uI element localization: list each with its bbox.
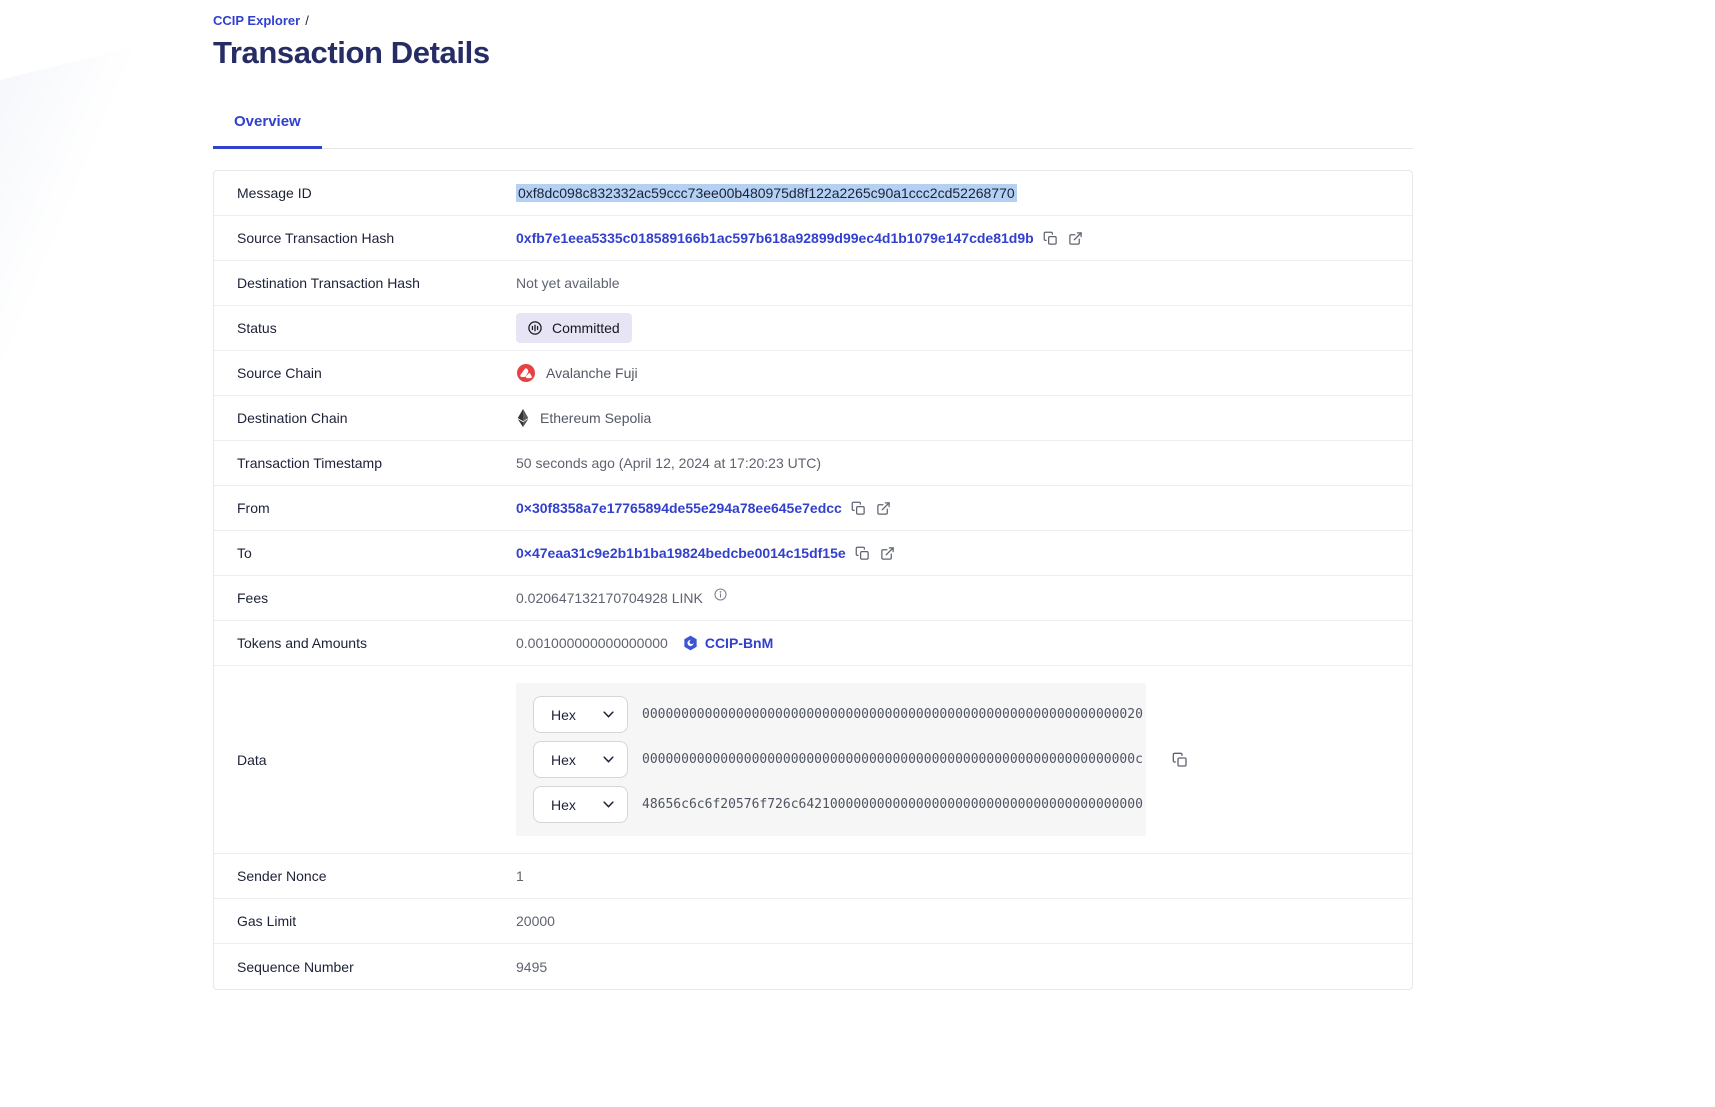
to-address-link[interactable]: 0×47eaa31c9e2b1b1ba19824bedcbe0014c15df1… (516, 545, 846, 561)
tokens-label: Tokens and Amounts (237, 635, 367, 651)
page-title: Transaction Details (213, 35, 490, 70)
tab-bar: Overview (213, 113, 1413, 149)
row-sequence-number: Sequence Number 9495 (214, 944, 1412, 989)
breadcrumb-separator: / (305, 13, 309, 28)
status-badge: Committed (516, 313, 632, 343)
hex-format-value: Hex (551, 751, 576, 768)
hex-format-select[interactable]: Hex (533, 696, 628, 733)
from-label: From (237, 500, 270, 516)
row-tokens-and-amounts: Tokens and Amounts 0.001000000000000000 … (214, 621, 1412, 666)
gas-limit-value: 20000 (516, 913, 555, 929)
committed-status-icon (526, 319, 544, 337)
to-label: To (237, 545, 252, 561)
source-chain-label: Source Chain (237, 365, 322, 381)
row-gas-limit: Gas Limit 20000 (214, 899, 1412, 944)
external-link-icon[interactable] (879, 545, 896, 562)
ethereum-logo-icon (516, 408, 530, 428)
external-link-icon[interactable] (875, 500, 892, 517)
chevron-down-icon (602, 800, 615, 809)
data-label: Data (237, 751, 267, 768)
data-hex-box: Hex 000000000000000000000000000000000000… (516, 683, 1146, 836)
copy-icon[interactable] (1042, 230, 1059, 247)
row-source-chain: Source Chain Avalanche Fuji (214, 351, 1412, 396)
copy-icon[interactable] (1171, 751, 1189, 769)
token-name: CCIP-BnM (704, 635, 774, 651)
row-sender-nonce: Sender Nonce 1 (214, 854, 1412, 899)
row-destination-chain: Destination Chain Ethereum Sepolia (214, 396, 1412, 441)
source-tx-hash-label: Source Transaction Hash (237, 230, 395, 246)
row-source-transaction-hash: Source Transaction Hash 0xfb7e1eea5335c0… (214, 216, 1412, 261)
hex-data-line: 0000000000000000000000000000000000000000… (642, 707, 1143, 722)
transaction-details-card: Message ID 0xf8dc098c832332ac59ccc73ee00… (213, 170, 1413, 990)
source-chain-value: Avalanche Fuji (546, 365, 638, 381)
hex-format-value: Hex (551, 796, 576, 813)
breadcrumb: CCIP Explorer / (213, 13, 1413, 28)
avalanche-logo-icon (516, 363, 536, 383)
hex-data-line: 48656c6c6f20576f726c64210000000000000000… (642, 797, 1143, 812)
dest-chain-value: Ethereum Sepolia (540, 410, 652, 426)
sequence-number-label: Sequence Number (237, 958, 354, 975)
hex-format-select[interactable]: Hex (533, 786, 628, 823)
hex-line: Hex 48656c6c6f20576f726c6421000000000000… (533, 786, 1146, 823)
hex-format-value: Hex (551, 706, 576, 723)
info-icon[interactable] (713, 587, 728, 602)
chevron-down-icon (602, 755, 615, 764)
hex-line: Hex 000000000000000000000000000000000000… (533, 696, 1146, 733)
sender-nonce-label: Sender Nonce (237, 868, 327, 884)
sender-nonce-value: 1 (516, 868, 524, 884)
token-link[interactable]: CCIP-BnM (682, 634, 773, 652)
tab-overview[interactable]: Overview (213, 113, 322, 149)
background-decoration (0, 30, 200, 440)
ccip-bnm-token-icon (682, 634, 699, 652)
hex-line: Hex 000000000000000000000000000000000000… (533, 741, 1146, 778)
row-to: To 0×47eaa31c9e2b1b1ba19824bedcbe0014c15… (214, 531, 1412, 576)
from-address-link[interactable]: 0×30f8358a7e17765894de55e294a78ee645e7ed… (516, 500, 842, 516)
breadcrumb-link-ccip-explorer[interactable]: CCIP Explorer (213, 13, 301, 28)
fees-value: 0.020647132170704928 LINK (516, 590, 703, 606)
row-status: Status Committed (214, 306, 1412, 351)
gas-limit-label: Gas Limit (237, 913, 297, 929)
dest-tx-hash-value: Not yet available (516, 275, 620, 291)
row-destination-transaction-hash: Destination Transaction Hash Not yet ava… (214, 261, 1412, 306)
chevron-down-icon (602, 710, 615, 719)
dest-chain-label: Destination Chain (237, 410, 348, 426)
token-amount-value: 0.001000000000000000 (516, 635, 668, 651)
source-tx-hash-link[interactable]: 0xfb7e1eea5335c018589166b1ac597b618a9289… (516, 230, 1034, 246)
sequence-number-value: 9495 (516, 958, 548, 975)
message-id-label: Message ID (237, 185, 312, 201)
row-from: From 0×30f8358a7e17765894de55e294a78ee64… (214, 486, 1412, 531)
main-content: CCIP Explorer / Transaction Details Over… (213, 0, 1413, 990)
status-label: Status (237, 320, 277, 336)
row-transaction-timestamp: Transaction Timestamp 50 seconds ago (Ap… (214, 441, 1412, 486)
external-link-icon[interactable] (1067, 230, 1084, 247)
row-fees: Fees 0.020647132170704928 LINK (214, 576, 1412, 621)
copy-icon[interactable] (850, 500, 867, 517)
row-data: Data Hex 0000000000000000000000000000000… (214, 666, 1412, 854)
timestamp-label: Transaction Timestamp (237, 455, 382, 471)
hex-data-line: 0000000000000000000000000000000000000000… (642, 752, 1143, 767)
row-message-id: Message ID 0xf8dc098c832332ac59ccc73ee00… (214, 171, 1412, 216)
copy-icon[interactable] (854, 545, 871, 562)
timestamp-value: 50 seconds ago (April 12, 2024 at 17:20:… (516, 455, 822, 471)
message-id-value: 0xf8dc098c832332ac59ccc73ee00b480975d8f1… (516, 184, 1017, 202)
status-value: Committed (552, 320, 620, 336)
fees-label: Fees (237, 590, 269, 606)
hex-format-select[interactable]: Hex (533, 741, 628, 778)
dest-tx-hash-label: Destination Transaction Hash (237, 275, 420, 291)
